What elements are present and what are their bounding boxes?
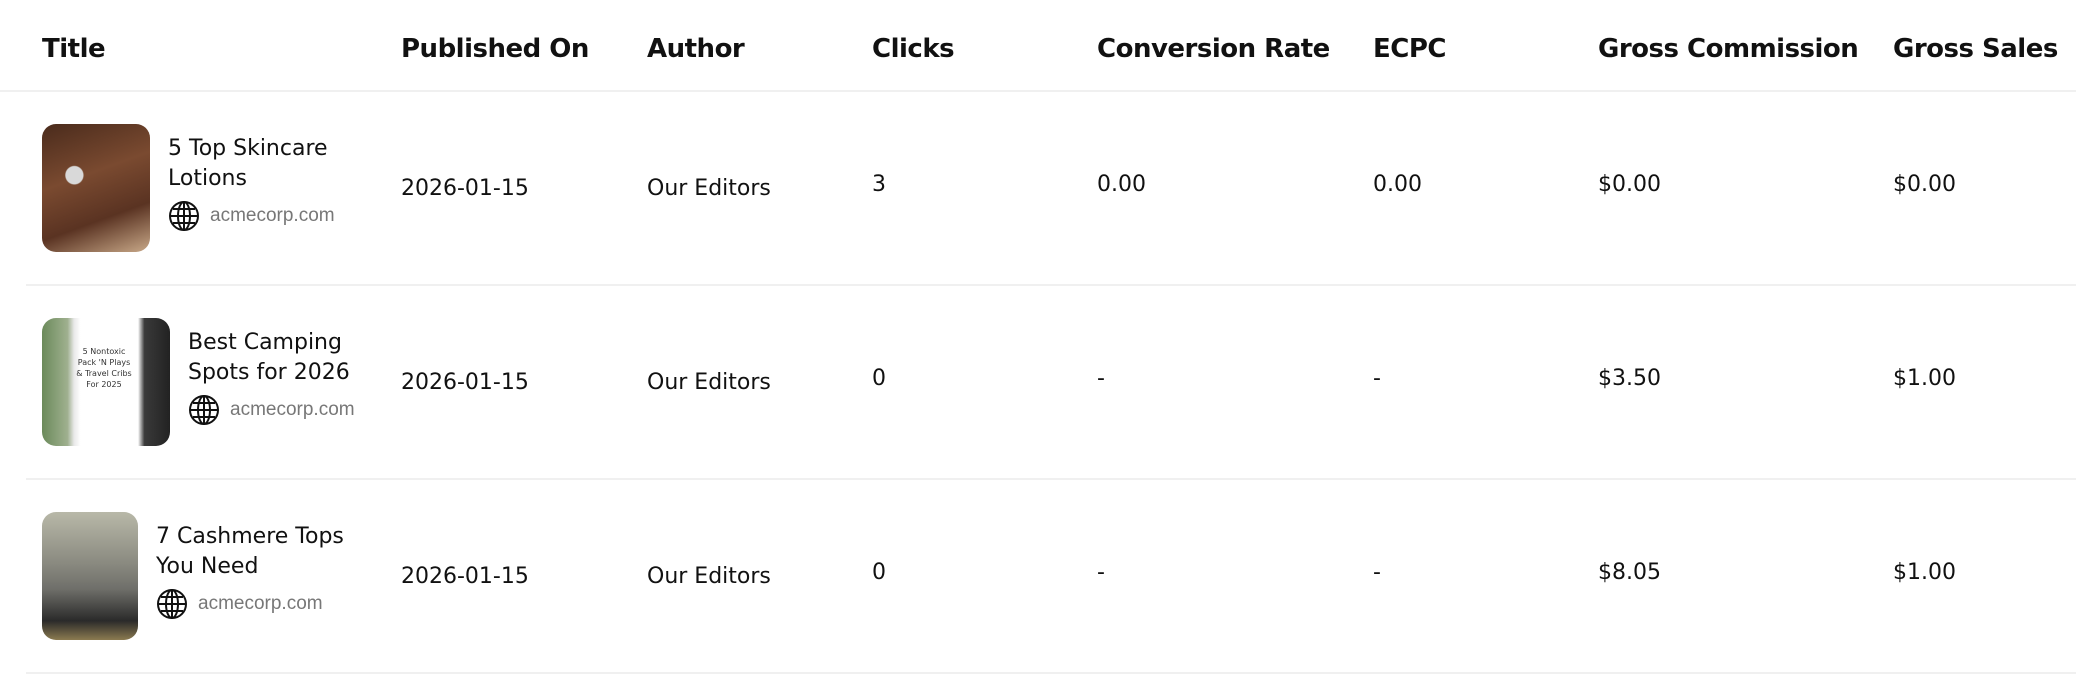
article-thumbnail[interactable]	[42, 512, 138, 640]
article-domain: acmecorp.com	[198, 593, 323, 614]
gross-commission: $3.50	[1598, 366, 1661, 391]
article-domain: acmecorp.com	[230, 399, 355, 420]
col-gross-sales[interactable]: Gross Sales	[1893, 34, 2058, 64]
globe-icon	[157, 589, 187, 619]
col-author[interactable]: Author	[647, 34, 745, 64]
article-title[interactable]: 5 Top Skincare Lotions	[168, 136, 328, 191]
conversion-rate: 0.00	[1097, 172, 1146, 197]
col-gross-commission[interactable]: Gross Commission	[1598, 34, 1859, 64]
article-title[interactable]: Best Camping Spots for 2026	[188, 330, 350, 385]
table-row[interactable]: 5 Nontoxic Pack 'N Plays & Travel Cribs …	[26, 286, 2076, 480]
clicks: 0	[872, 366, 886, 391]
gross-commission: $0.00	[1598, 172, 1661, 197]
col-published-on[interactable]: Published On	[401, 34, 589, 64]
table-row[interactable]: 5 Top Skincare Lotions acmecorp.com 2026-0…	[26, 92, 2076, 286]
thumbnail-caption: 5 Nontoxic Pack 'N Plays & Travel Cribs …	[76, 347, 132, 389]
author: Our Editors	[647, 176, 771, 201]
gross-sales: $0.00	[1893, 172, 1956, 197]
table-row[interactable]: 7 Cashmere Tops You Need acmecorp.com 2026…	[26, 480, 2076, 674]
ecpc: 0.00	[1373, 172, 1422, 197]
article-title[interactable]: 7 Cashmere Tops You Need	[156, 524, 344, 579]
col-clicks[interactable]: Clicks	[872, 34, 955, 64]
conversion-rate: -	[1097, 560, 1105, 585]
clicks: 3	[872, 172, 886, 197]
gross-sales: $1.00	[1893, 366, 1956, 391]
author: Our Editors	[647, 370, 771, 395]
published-on: 2026-01-15	[401, 176, 529, 201]
globe-icon	[189, 395, 219, 425]
globe-icon	[169, 201, 199, 231]
table-header: Title Published On Author Clicks Convers…	[0, 0, 2076, 92]
published-on: 2026-01-15	[401, 370, 529, 395]
ecpc: -	[1373, 560, 1381, 585]
col-conversion-rate[interactable]: Conversion Rate	[1097, 34, 1330, 64]
article-thumbnail[interactable]: 5 Nontoxic Pack 'N Plays & Travel Cribs …	[42, 318, 170, 446]
col-title[interactable]: Title	[42, 34, 106, 64]
clicks: 0	[872, 560, 886, 585]
ecpc: -	[1373, 366, 1381, 391]
article-domain: acmecorp.com	[210, 205, 335, 226]
author: Our Editors	[647, 564, 771, 589]
col-ecpc[interactable]: ECPC	[1373, 34, 1446, 64]
gross-commission: $8.05	[1598, 560, 1661, 585]
gross-sales: $1.00	[1893, 560, 1956, 585]
conversion-rate: -	[1097, 366, 1105, 391]
article-thumbnail[interactable]	[42, 124, 150, 252]
published-on: 2026-01-15	[401, 564, 529, 589]
